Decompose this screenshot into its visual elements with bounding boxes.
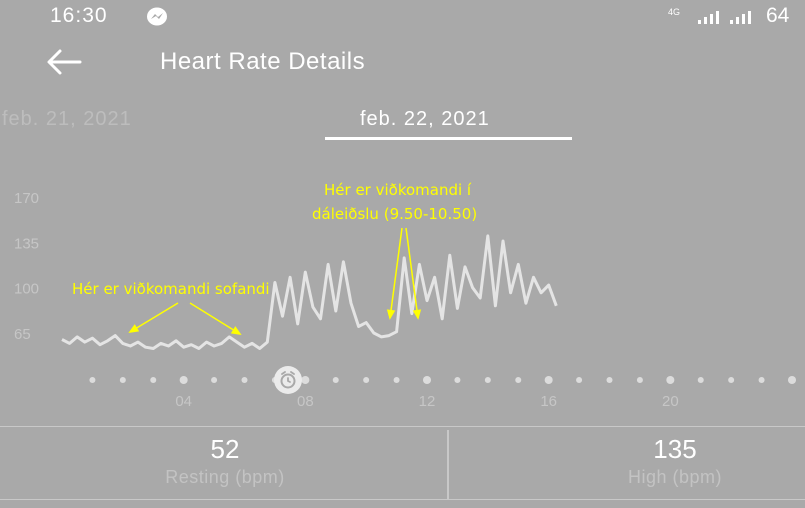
timeline-dot (332, 377, 339, 383)
timeline-dot (515, 377, 522, 383)
network-type: 4G (668, 7, 681, 17)
timeline-dot (241, 377, 248, 383)
tab-current-day[interactable]: feb. 22, 2021 (360, 108, 490, 130)
annotation-arrows (128, 227, 422, 336)
timeline-dot (301, 376, 310, 384)
y-axis: 170 135 100 65 (14, 190, 39, 343)
x-tick-label: 12 (419, 393, 436, 410)
status-bar: 16:30 4G 64 (0, 0, 805, 32)
resting-stat: 52 Resting (bpm) (40, 434, 410, 488)
tab-previous-day[interactable]: feb. 21, 2021 (2, 108, 132, 130)
annotation-asleep: Hér er viðkomandi sofandi (72, 280, 270, 298)
signal-icons: 4G (668, 7, 778, 27)
high-stat: 135 High (bpm) (480, 434, 805, 488)
divider (0, 426, 805, 427)
signal-icon (698, 11, 719, 24)
date-tabs: feb. 21, 2021 feb. 22, 2021 (0, 96, 805, 146)
timeline-dot (697, 377, 704, 383)
annotation-hypnosis-line2: dáleiðslu (9.50-10.50) (312, 205, 478, 223)
app-bar: Heart Rate Details (0, 32, 805, 94)
timeline-dot (484, 377, 491, 383)
y-tick-label: 65 (14, 326, 31, 343)
divider (447, 430, 449, 500)
timeline-dot (423, 376, 431, 384)
stats-panel: 52 Resting (bpm) 135 High (bpm) (0, 426, 805, 508)
timeline-dot (393, 377, 400, 383)
timeline-dot (788, 376, 796, 384)
y-tick-label: 100 (14, 281, 39, 298)
arrow-left-icon[interactable] (44, 46, 84, 78)
timeline-dot (544, 376, 553, 384)
timeline-dot (89, 377, 96, 383)
arrow-hypnosis-end (405, 227, 422, 320)
arrow-asleep-left (128, 302, 179, 333)
arrow-asleep-right (189, 302, 242, 336)
timeline-dot (179, 376, 188, 384)
timeline-dot (576, 377, 583, 383)
timeline-dot (454, 377, 461, 383)
timeline-dot (363, 377, 370, 383)
timeline-dot (728, 377, 735, 383)
heart-rate-line (61, 234, 558, 350)
heart-rate-chart: 170 135 100 65 04 08 12 16 20 (14, 190, 796, 410)
x-tick-label: 04 (175, 393, 192, 410)
timeline-dot (636, 377, 643, 383)
battery-level: 64 (766, 4, 790, 27)
high-label: High (bpm) (627, 467, 723, 487)
y-tick-label: 170 (14, 190, 39, 207)
y-tick-label: 135 (14, 235, 39, 252)
timeline-dot (606, 377, 613, 383)
x-tick-label: 20 (662, 393, 679, 410)
arrow-hypnosis-start (386, 227, 403, 320)
timeline-dot (211, 377, 218, 383)
page-title: Heart Rate Details (160, 48, 366, 75)
annotation-hypnosis-line1: Hér er viðkomandi í (324, 181, 472, 199)
timeline-dots (89, 376, 796, 384)
x-axis: 04 08 12 16 20 (175, 393, 678, 410)
timeline-dot (666, 376, 675, 384)
status-time: 16:30 (50, 4, 108, 27)
timeline-dot (150, 377, 157, 383)
resting-label: Resting (bpm) (165, 467, 285, 487)
messenger-icon (147, 7, 167, 26)
x-tick-label: 16 (540, 393, 557, 410)
high-value: 135 (653, 434, 697, 464)
tab-underline (325, 137, 572, 140)
x-tick-label: 08 (297, 393, 314, 410)
divider (0, 499, 805, 500)
timeline-dot (758, 377, 765, 383)
resting-value: 52 (210, 434, 240, 464)
signal-icon (730, 11, 751, 24)
alarm-clock-icon (274, 366, 302, 394)
timeline-dot (119, 377, 126, 383)
